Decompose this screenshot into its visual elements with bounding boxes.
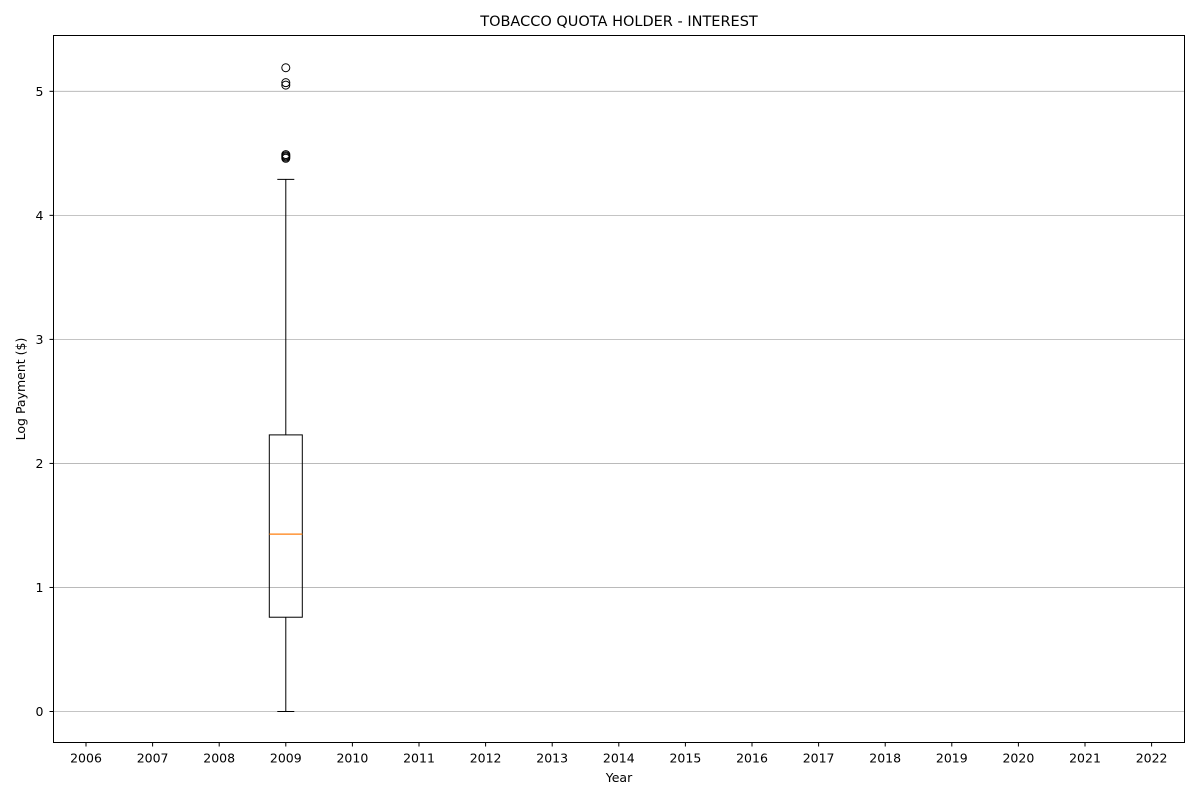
x-tick-label: 2017	[803, 751, 835, 766]
outlier-point	[281, 63, 291, 73]
x-axis-ticks: 2006 2007 2008 2009 2010 2011 2012 2013 2014 2015…	[70, 742, 1168, 766]
y-axis-ticks: 0 1 2 3 4 5	[36, 84, 54, 719]
x-tick-label: 2008	[203, 751, 235, 766]
x-tick-label: 2014	[603, 751, 635, 766]
y-tick-label: 4	[36, 208, 44, 223]
chart-title: TOBACCO QUOTA HOLDER - INTEREST	[479, 14, 758, 30]
x-tick-label: 2021	[1069, 751, 1101, 766]
y-tick-label: 0	[36, 704, 44, 719]
y-tick-label: 5	[36, 84, 44, 99]
outlier-point	[281, 80, 291, 90]
y-tick-label: 3	[36, 332, 44, 347]
x-tick-label: 2022	[1136, 751, 1168, 766]
plot-frame	[53, 35, 1185, 743]
x-tick-label: 2020	[1002, 751, 1034, 766]
x-tick-label: 2007	[137, 751, 169, 766]
x-tick-label: 2010	[336, 751, 368, 766]
grid-lines	[53, 90, 1185, 712]
box-series	[268, 63, 303, 712]
x-tick-label: 2016	[736, 751, 768, 766]
x-tick-label: 2013	[536, 751, 568, 766]
x-tick-label: 2018	[869, 751, 901, 766]
y-axis-label: Log Payment ($)	[13, 338, 28, 441]
x-tick-label: 2015	[669, 751, 701, 766]
x-tick-label: 2012	[470, 751, 502, 766]
x-tick-label: 2006	[70, 751, 102, 766]
outlier-point	[281, 78, 291, 88]
x-axis-label: Year	[605, 770, 633, 785]
x-tick-label: 2011	[403, 751, 435, 766]
y-tick-label: 2	[36, 456, 44, 471]
outlier-point	[281, 150, 291, 160]
y-tick-label: 1	[36, 580, 44, 595]
x-tick-label: 2019	[936, 751, 968, 766]
iqr-box	[268, 434, 303, 618]
x-tick-label: 2009	[270, 751, 302, 766]
